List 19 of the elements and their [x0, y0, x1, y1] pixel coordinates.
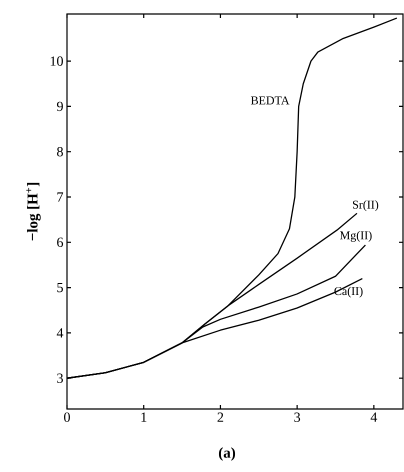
series-label: BEDTA [250, 96, 290, 104]
series-label: Sr(II) [352, 200, 378, 212]
y-tick-label: 3 [57, 374, 63, 383]
y-tick-label: 6 [57, 238, 64, 247]
x-tick-label: 2 [218, 412, 224, 422]
y-tick-label: 8 [57, 146, 63, 156]
y-tick-label: 9 [56, 102, 63, 112]
y-tick-label: 7 [57, 192, 64, 202]
text: (a) [218, 447, 236, 461]
y-tick-label: 5 [57, 282, 63, 292]
x-tick-label: 0 [64, 412, 70, 422]
legend-label: Mg(II) [340, 230, 372, 242]
x-tick-label: 3 [294, 412, 300, 422]
y-tick-label: 4 [56, 328, 64, 338]
y-axis-title: −log [H$^{+}$] [26, 182, 41, 240]
x-tick-label: 4 [370, 412, 378, 422]
x-tick-label: 1 [141, 412, 146, 422]
y-tick-label: 10 [50, 56, 63, 66]
series-label: Ca(II) [334, 286, 363, 298]
